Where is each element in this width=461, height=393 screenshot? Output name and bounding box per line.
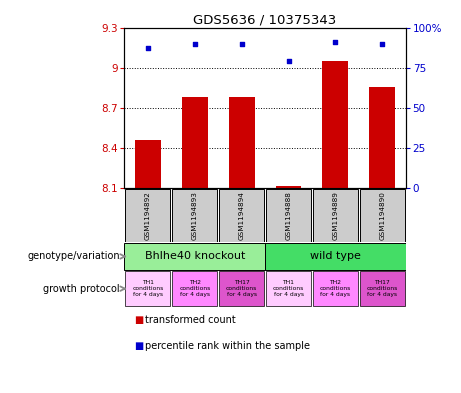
Point xyxy=(191,40,198,47)
FancyBboxPatch shape xyxy=(172,272,217,306)
FancyBboxPatch shape xyxy=(266,272,311,306)
Bar xyxy=(229,97,254,189)
Text: genotype/variation: genotype/variation xyxy=(27,252,120,261)
Text: ■: ■ xyxy=(134,315,143,325)
FancyBboxPatch shape xyxy=(360,189,405,242)
Text: GSM1194892: GSM1194892 xyxy=(145,191,151,240)
Text: wild type: wild type xyxy=(310,252,361,261)
Bar xyxy=(135,140,161,189)
Text: GSM1194893: GSM1194893 xyxy=(192,191,198,240)
Text: GSM1194888: GSM1194888 xyxy=(285,191,291,240)
Bar xyxy=(369,87,395,189)
FancyBboxPatch shape xyxy=(125,272,171,306)
FancyBboxPatch shape xyxy=(265,243,406,270)
Point xyxy=(285,58,292,64)
Text: GSM1194889: GSM1194889 xyxy=(332,191,338,240)
Bar xyxy=(323,61,348,189)
Text: TH1
conditions
for 4 days: TH1 conditions for 4 days xyxy=(273,280,304,298)
FancyBboxPatch shape xyxy=(125,189,171,242)
Text: TH17
conditions
for 4 days: TH17 conditions for 4 days xyxy=(226,280,257,298)
Text: TH1
conditions
for 4 days: TH1 conditions for 4 days xyxy=(132,280,164,298)
FancyBboxPatch shape xyxy=(124,243,265,270)
Text: TH2
conditions
for 4 days: TH2 conditions for 4 days xyxy=(179,280,210,298)
Bar xyxy=(182,97,207,189)
Point xyxy=(378,40,386,47)
FancyBboxPatch shape xyxy=(313,189,358,242)
Text: GSM1194894: GSM1194894 xyxy=(239,191,245,240)
FancyBboxPatch shape xyxy=(172,189,217,242)
Point xyxy=(238,40,245,47)
Point xyxy=(144,45,152,51)
FancyBboxPatch shape xyxy=(219,272,264,306)
FancyBboxPatch shape xyxy=(266,189,311,242)
FancyBboxPatch shape xyxy=(219,189,264,242)
Text: growth protocol: growth protocol xyxy=(43,284,120,294)
Title: GDS5636 / 10375343: GDS5636 / 10375343 xyxy=(194,13,337,26)
Text: Bhlhe40 knockout: Bhlhe40 knockout xyxy=(145,252,245,261)
Text: percentile rank within the sample: percentile rank within the sample xyxy=(145,341,310,351)
Text: ■: ■ xyxy=(134,341,143,351)
Text: transformed count: transformed count xyxy=(145,315,236,325)
Text: TH17
conditions
for 4 days: TH17 conditions for 4 days xyxy=(366,280,398,298)
FancyBboxPatch shape xyxy=(313,272,358,306)
FancyBboxPatch shape xyxy=(360,272,405,306)
Text: TH2
conditions
for 4 days: TH2 conditions for 4 days xyxy=(320,280,351,298)
Text: GSM1194890: GSM1194890 xyxy=(379,191,385,240)
Bar xyxy=(276,186,301,189)
Point xyxy=(332,39,339,45)
